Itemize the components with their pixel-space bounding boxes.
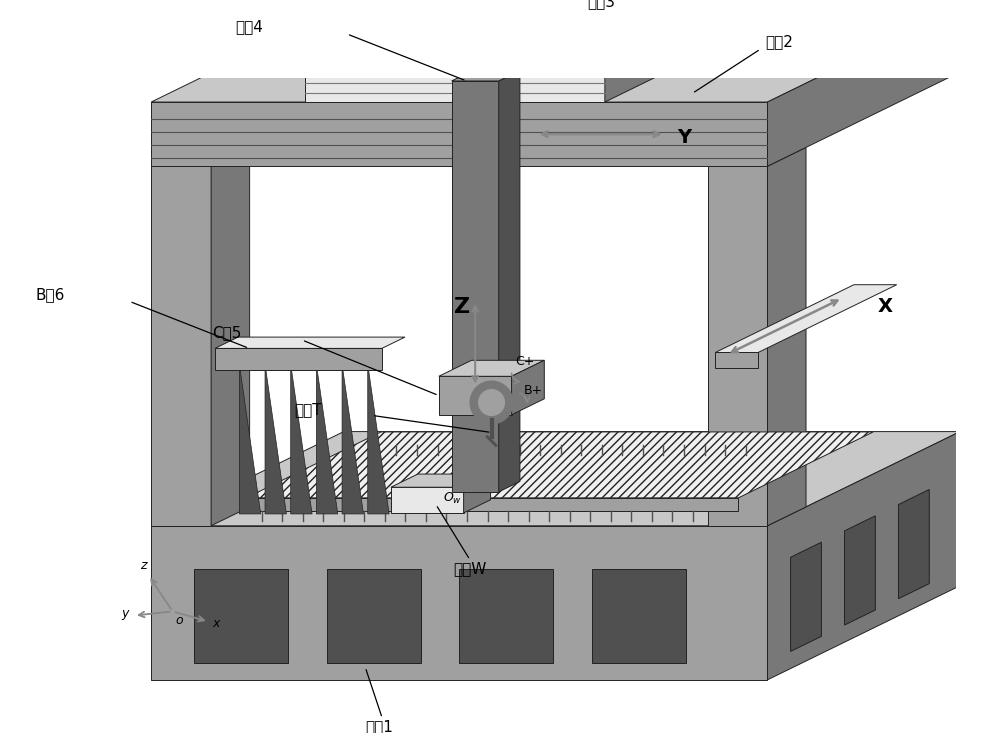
Text: 横梂2: 横梂2 (765, 34, 793, 49)
Polygon shape (592, 569, 686, 663)
Polygon shape (439, 361, 544, 376)
Polygon shape (211, 147, 250, 526)
Text: 工件W: 工件W (453, 561, 486, 576)
Polygon shape (215, 337, 405, 348)
Text: 床身1: 床身1 (365, 719, 393, 733)
Polygon shape (151, 166, 211, 526)
Text: x: x (212, 616, 219, 630)
Text: Y: Y (678, 128, 692, 147)
Text: y: y (121, 608, 129, 620)
Polygon shape (239, 364, 261, 514)
Polygon shape (767, 8, 960, 166)
Polygon shape (452, 81, 499, 492)
Polygon shape (605, 0, 797, 102)
Text: z: z (140, 559, 147, 572)
Text: C杸5: C杸5 (212, 325, 241, 340)
Text: Z: Z (454, 297, 470, 317)
Polygon shape (265, 364, 286, 514)
Polygon shape (898, 490, 929, 599)
Polygon shape (452, 70, 520, 81)
Polygon shape (215, 348, 382, 369)
Polygon shape (459, 569, 553, 663)
Polygon shape (368, 364, 389, 514)
Polygon shape (291, 364, 312, 514)
Polygon shape (305, 0, 797, 59)
Polygon shape (391, 487, 464, 513)
Text: 溧板3: 溧板3 (588, 0, 616, 10)
Polygon shape (767, 147, 806, 526)
Text: C+: C+ (515, 355, 535, 367)
Polygon shape (464, 474, 491, 513)
Polygon shape (327, 569, 421, 663)
Polygon shape (715, 284, 897, 353)
Polygon shape (151, 102, 767, 166)
Polygon shape (151, 8, 960, 102)
Polygon shape (439, 376, 512, 415)
Text: B杸6: B杸6 (35, 287, 65, 302)
Polygon shape (708, 166, 767, 526)
Polygon shape (791, 542, 821, 652)
Polygon shape (767, 432, 960, 679)
Polygon shape (342, 364, 363, 514)
Text: 滑杅4: 滑杅4 (235, 19, 263, 34)
Text: $O_w$: $O_w$ (443, 491, 462, 507)
Polygon shape (246, 432, 873, 498)
Polygon shape (708, 147, 806, 166)
Circle shape (470, 381, 513, 424)
Polygon shape (194, 569, 288, 663)
Polygon shape (151, 526, 767, 679)
Circle shape (479, 390, 504, 416)
Polygon shape (305, 59, 605, 102)
Polygon shape (316, 364, 338, 514)
Polygon shape (512, 361, 544, 415)
Text: 刀具T: 刀具T (295, 402, 322, 416)
Text: o: o (175, 614, 183, 627)
Polygon shape (151, 147, 250, 166)
Polygon shape (715, 353, 758, 368)
Polygon shape (246, 498, 738, 511)
Polygon shape (151, 432, 960, 526)
Polygon shape (845, 516, 875, 625)
Text: X: X (878, 298, 893, 316)
Polygon shape (391, 474, 491, 487)
Text: B+: B+ (524, 384, 543, 397)
Polygon shape (499, 70, 520, 492)
